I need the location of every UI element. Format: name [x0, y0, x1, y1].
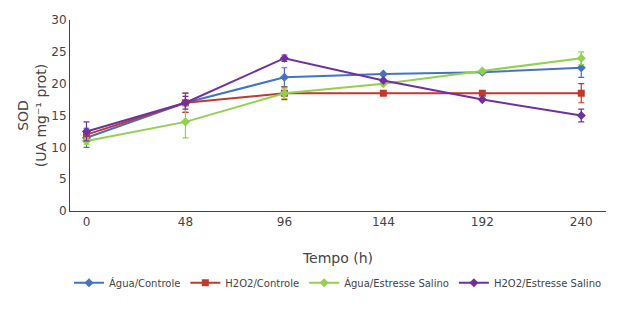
svg-text:144: 144: [372, 215, 395, 229]
svg-text:30: 30: [51, 13, 66, 27]
svg-text:H2O2/Estresse Salino: H2O2/Estresse Salino: [494, 278, 601, 289]
svg-text:Água/Estresse Salino: Água/Estresse Salino: [344, 277, 449, 289]
svg-text:240: 240: [570, 215, 593, 229]
svg-text:15: 15: [51, 109, 66, 123]
svg-text:48: 48: [178, 215, 193, 229]
svg-text:SOD(UA mg⁻¹ prot): SOD(UA mg⁻¹ prot): [15, 64, 49, 168]
svg-text:Água/Controle: Água/Controle: [109, 277, 180, 289]
svg-text:0: 0: [83, 215, 91, 229]
svg-text:H2O2/Controle: H2O2/Controle: [225, 278, 299, 289]
svg-text:0: 0: [59, 204, 67, 218]
svg-text:25: 25: [51, 45, 66, 59]
svg-text:Tempo (h): Tempo (h): [302, 250, 373, 266]
svg-text:5: 5: [59, 172, 67, 186]
svg-text:96: 96: [277, 215, 292, 229]
svg-text:10: 10: [51, 141, 66, 155]
svg-text:192: 192: [471, 215, 494, 229]
svg-text:20: 20: [51, 77, 66, 91]
